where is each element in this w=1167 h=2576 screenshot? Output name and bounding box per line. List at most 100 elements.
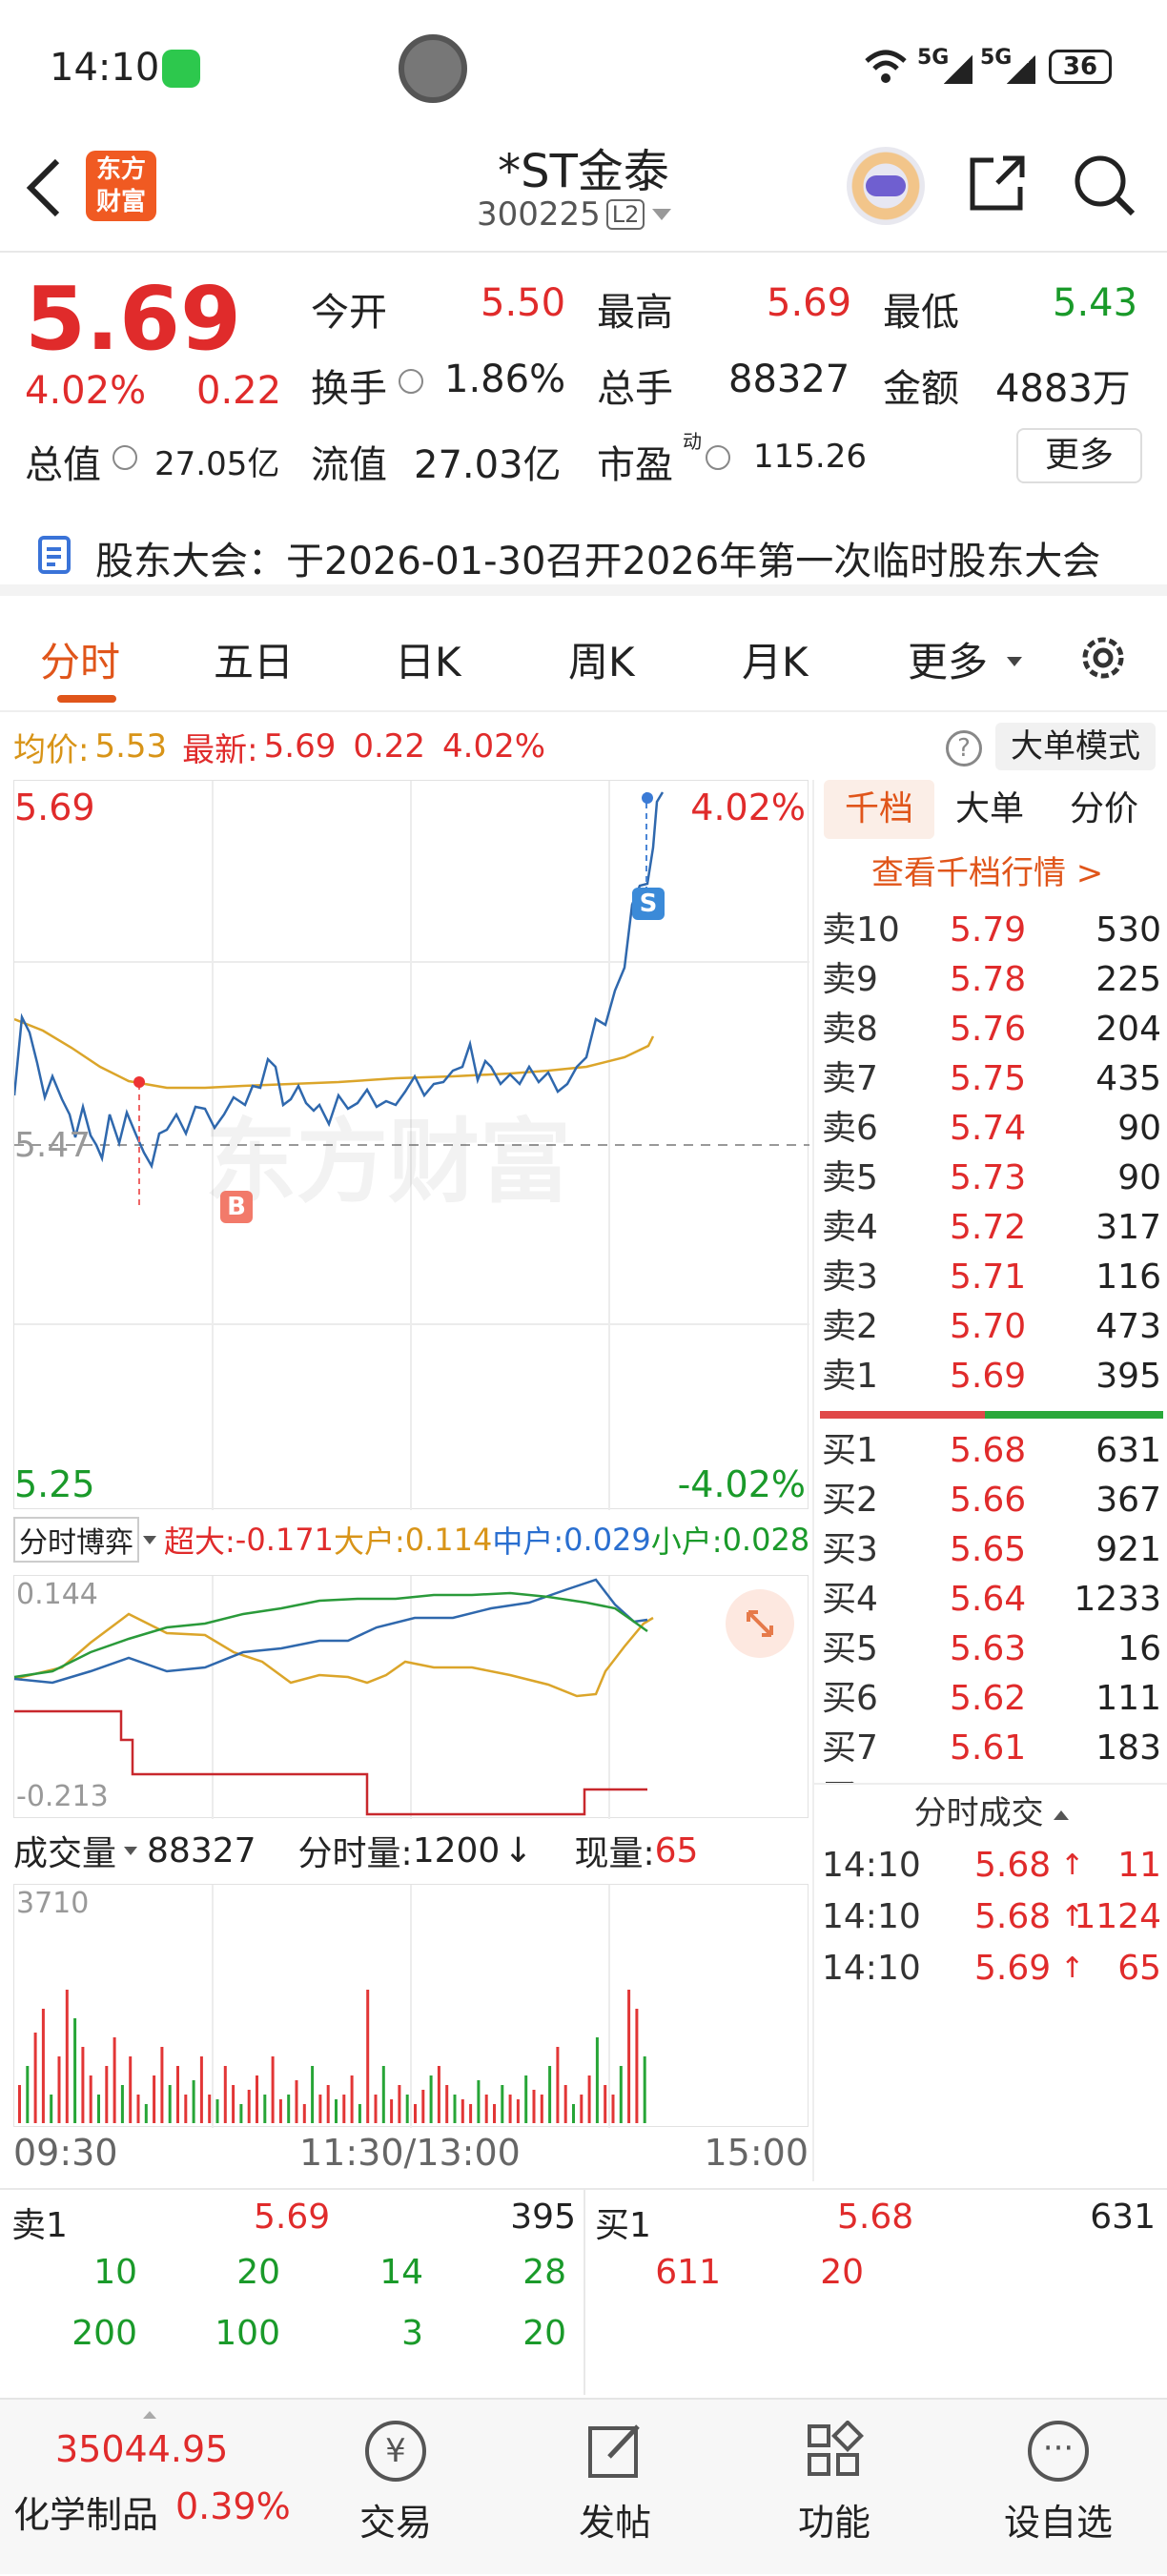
help-circle-icon[interactable]: ? <box>946 730 982 767</box>
level-label: 买3 <box>822 1530 878 1569</box>
level-label: 卖4 <box>822 1208 878 1247</box>
more-button[interactable]: 更多 <box>1016 428 1142 483</box>
volume-bar <box>120 2085 124 2123</box>
level-price: 5.68 <box>950 1431 1027 1470</box>
book-tab-price-dist[interactable]: 分价 <box>1070 789 1139 828</box>
tick-qty: 1124 <box>1074 1897 1161 1936</box>
volume-bar <box>643 2056 646 2123</box>
app-logo[interactable]: 东方 财富 <box>86 151 156 221</box>
ask-row: 卖5 5.73 90 <box>822 1154 1161 1203</box>
volume-bars-svg <box>18 1885 646 2128</box>
expand-icon[interactable] <box>726 1589 794 1658</box>
notice-bar[interactable]: 股东大会：于2026-01-30召开2026年第一次临时股东大会 <box>0 515 1167 596</box>
ask-row: 卖4 5.72 317 <box>822 1203 1161 1253</box>
ticks-header[interactable]: 分时成交 <box>814 1783 1167 1840</box>
tab-monthly-k[interactable]: 月K <box>742 639 809 685</box>
tab-weekly-k[interactable]: 周K <box>568 639 635 685</box>
caret-down-icon <box>1007 657 1022 666</box>
level-price: 5.72 <box>950 1208 1027 1247</box>
queue-order: 10 <box>93 2253 137 2292</box>
volume-bar <box>271 2056 275 2123</box>
queue-divider <box>584 2190 585 2395</box>
volume-bar <box>516 2099 520 2123</box>
volume-bar <box>461 2099 464 2123</box>
index-widget[interactable]: 35044.95 化学制品 0.39% <box>0 2400 315 2576</box>
volume-value: 88327 <box>728 358 850 401</box>
queue-buy-label: 买1 <box>595 2206 651 2245</box>
trade-icon: ¥ <box>365 2421 426 2482</box>
buy-marker[interactable]: B <box>220 1191 253 1223</box>
mid-label: 中户: <box>492 1523 564 1560</box>
tab-intraday[interactable]: 分时 <box>40 639 121 685</box>
intraday-chart[interactable]: 5.69 4.02% 5.47 东方财富 5.25 -4.02% B S <box>13 780 809 1510</box>
level-label: 卖3 <box>822 1257 878 1297</box>
pe-label: 市盈 <box>597 443 673 487</box>
level-price: 5.71 <box>950 1257 1027 1297</box>
volume-chart[interactable]: 3710 <box>13 1884 809 2128</box>
volume-selector[interactable]: 成交量 <box>13 1834 117 1873</box>
nav-watchlist[interactable]: ··· 设自选 <box>982 2400 1135 2576</box>
back-icon[interactable] <box>23 157 65 218</box>
ask-row: 卖6 5.74 90 <box>822 1104 1161 1154</box>
avatar[interactable] <box>399 34 467 103</box>
current-price: 5.69 <box>25 268 241 370</box>
book-tab-big-order[interactable]: 大单 <box>955 789 1025 828</box>
bid-row: 买5 5.63 16 <box>822 1625 1161 1674</box>
ask-row: 卖9 5.78 225 <box>822 955 1161 1005</box>
info-circle-icon[interactable] <box>113 445 137 470</box>
tick-price: 5.68 <box>974 1897 1052 1936</box>
volume-bar <box>295 2080 298 2123</box>
fund-flow-chart[interactable]: 0.144 -0.213 <box>13 1575 809 1819</box>
tab-more[interactable]: 更多 <box>908 639 989 685</box>
nav-post[interactable]: 发帖 <box>543 2400 686 2576</box>
sell-marker[interactable]: S <box>632 888 665 920</box>
tab-five-day[interactable]: 五日 <box>214 639 295 685</box>
stock-code: 300225 <box>477 195 601 234</box>
volume-bar <box>350 2075 354 2123</box>
battery-icon: 36 <box>1049 50 1112 84</box>
signal-5g-1: 5G <box>917 46 950 70</box>
stock-code-row[interactable]: 300225 L2 <box>477 195 672 234</box>
big-order-mode-button[interactable]: 大单模式 <box>995 723 1156 770</box>
level-price: 5.66 <box>950 1481 1027 1520</box>
turnover-value: 1.86% <box>444 358 566 401</box>
high-value: 5.69 <box>767 281 852 325</box>
level-label: 卖1 <box>822 1357 878 1396</box>
period-volume-label: 分时量: <box>297 1834 413 1873</box>
low-label: 最低 <box>883 291 959 335</box>
status-time: 14:10 <box>50 46 160 90</box>
nav-trade[interactable]: ¥ 交易 <box>324 2400 467 2576</box>
nav-functions[interactable]: 功能 <box>763 2400 906 2576</box>
latest-pct: 4.02% <box>442 727 546 766</box>
share-icon[interactable] <box>965 153 1028 215</box>
volume-bar <box>73 2018 77 2123</box>
info-circle-icon[interactable] <box>399 369 423 394</box>
tick-row: 14:10 5.68 ↑ 11 <box>822 1840 1161 1891</box>
level-qty: 435 <box>1095 1059 1161 1098</box>
flow-selector[interactable]: 分时博弈 <box>13 1517 139 1563</box>
level-qty: 921 <box>1095 1530 1161 1569</box>
search-icon[interactable] <box>1072 153 1138 219</box>
info-circle-icon[interactable] <box>706 445 730 470</box>
level-price: 5.74 <box>950 1109 1027 1148</box>
volume-bar <box>445 2085 449 2123</box>
level-qty: 367 <box>1095 1481 1161 1520</box>
robot-assistant-icon[interactable] <box>847 147 925 225</box>
tick-row: 14:10 5.69 ↑ 65 <box>822 1943 1161 1994</box>
view-thousand-link[interactable]: 查看千档行情 > <box>871 854 1104 892</box>
book-tab-thousand[interactable]: 千档 <box>824 780 934 839</box>
level-qty: 225 <box>1095 960 1161 999</box>
volume-bar <box>326 2085 330 2123</box>
level-qty: 204 <box>1095 1010 1161 1049</box>
change-percent: 4.02% <box>25 369 147 413</box>
volume-bar <box>136 2095 140 2123</box>
volume-legend: 成交量 88327 分时量: 1200 ↓ 现量: 65 <box>13 1829 698 1874</box>
price-chart-svg <box>14 781 809 1510</box>
level-price: 5.64 <box>950 1580 1027 1619</box>
tab-daily-k[interactable]: 日K <box>395 639 461 685</box>
settings-gear-icon[interactable] <box>1075 630 1131 685</box>
volume-bar <box>232 2085 235 2123</box>
bid-row: 买8 5.60 1144 <box>822 1773 1161 1783</box>
tick-price: 5.69 <box>974 1949 1052 1988</box>
volume-bar <box>540 2095 543 2123</box>
